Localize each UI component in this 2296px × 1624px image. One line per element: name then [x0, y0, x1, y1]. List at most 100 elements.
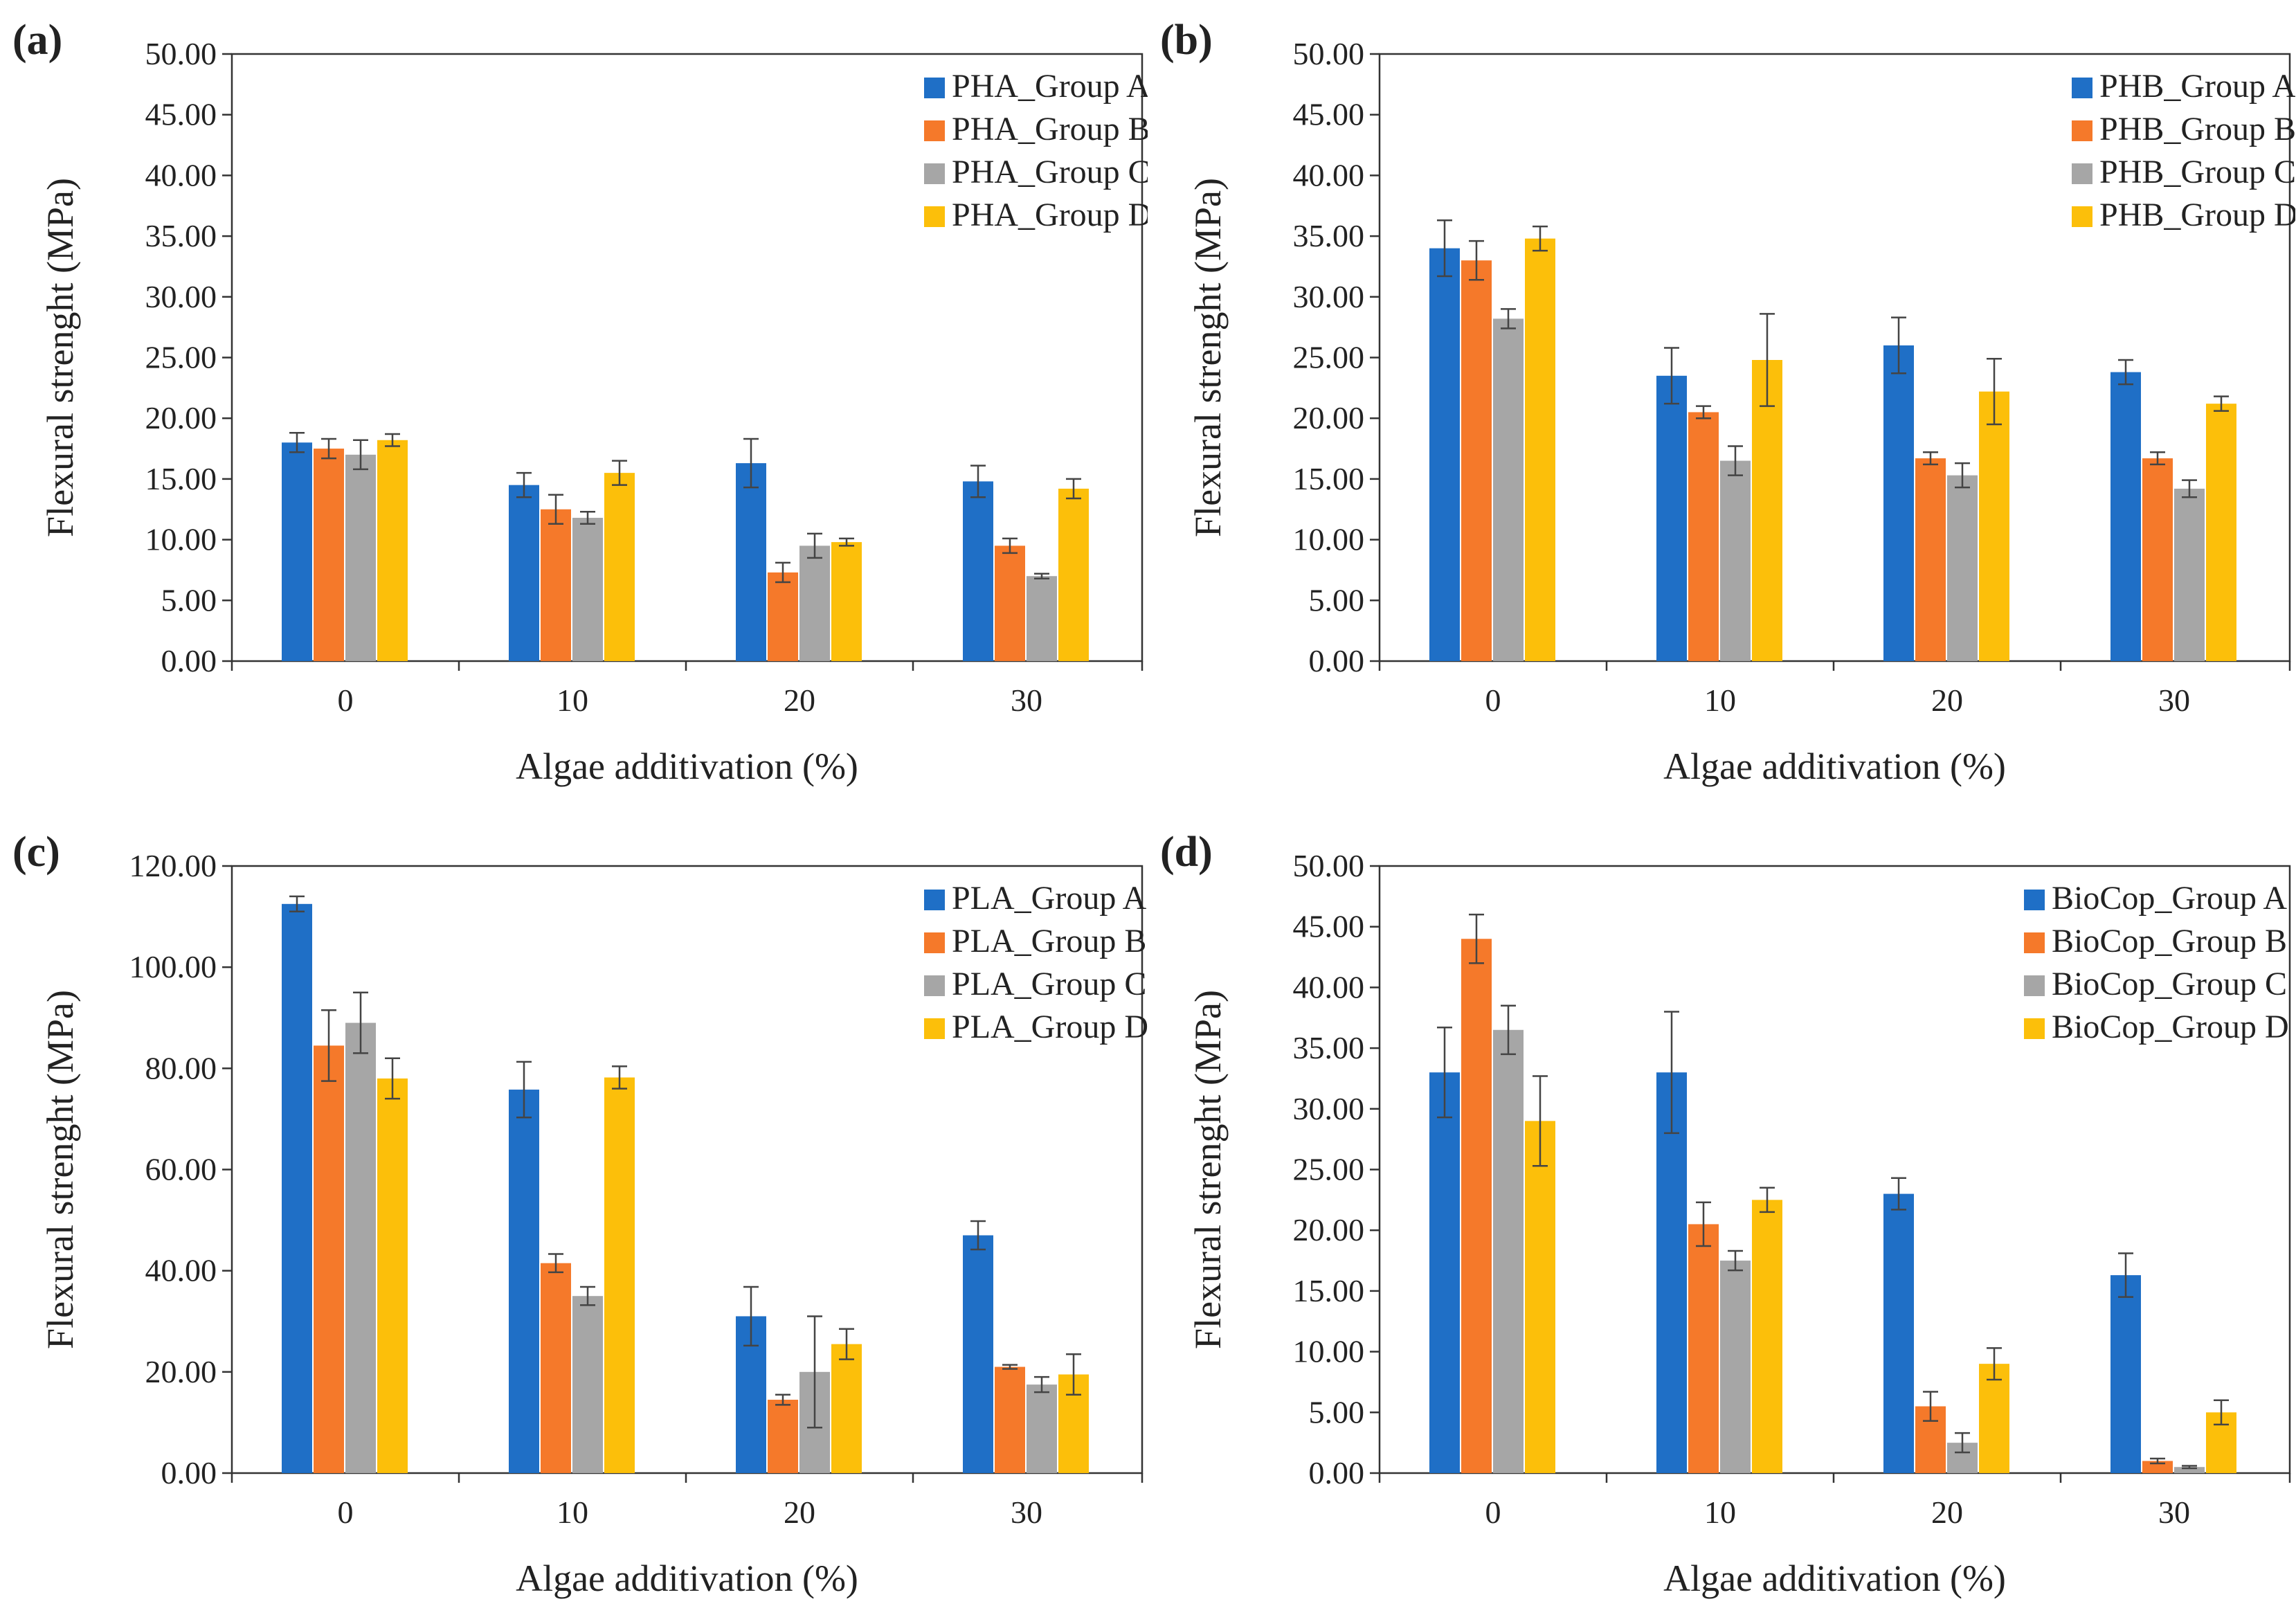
legend-swatch	[924, 932, 945, 953]
legend-label: PLA_Group A	[952, 880, 1147, 917]
x-axis-label: Algae additivation (%)	[516, 746, 858, 787]
x-axis-label: Algae additivation (%)	[516, 1558, 858, 1599]
x-tick-label: 10	[557, 683, 588, 718]
y-tick-label: 0.00	[1309, 643, 1365, 678]
bar-pha-group-b-0	[314, 449, 344, 661]
legend-label: PHA_Group C	[952, 154, 1148, 190]
y-tick-label: 50.00	[145, 36, 217, 71]
x-tick-label: 30	[1011, 1495, 1042, 1530]
legend-swatch	[924, 78, 945, 98]
legend-label: PLA_Group C	[952, 966, 1146, 1002]
bar-pha-group-a-20	[736, 463, 766, 661]
bar-phb-group-b-10	[1688, 412, 1719, 661]
y-tick-label: 60.00	[145, 1152, 217, 1187]
bar-phb-group-b-20	[1915, 458, 1946, 661]
bar-biocop-group-c-0	[1493, 1029, 1524, 1473]
legend-label: PHA_Group B	[952, 111, 1148, 147]
legend-swatch	[2072, 78, 2092, 98]
bar-pha-group-b-30	[995, 545, 1025, 661]
panel-label: (a)	[12, 17, 62, 64]
legend-label: PHA_Group D	[952, 197, 1148, 233]
y-tick-label: 20.00	[145, 400, 217, 435]
x-tick-label: 0	[1485, 683, 1501, 718]
bar-biocop-group-d-20	[1979, 1364, 2009, 1473]
y-tick-label: 50.00	[1293, 848, 1365, 883]
chart-svg-d: (d) 0.00 5.00 10.00 15.00 20.00 25.00 30.00 35.0…	[1160, 829, 2291, 1599]
x-axis-label: Algae additivation (%)	[1663, 1558, 2006, 1599]
y-tick-label: 5.00	[161, 582, 217, 617]
bar-phb-group-a-10	[1656, 375, 1687, 661]
legend-label: PHB_Group A	[2099, 68, 2295, 105]
legend-swatch	[924, 120, 945, 141]
y-tick-label: 35.00	[145, 218, 217, 253]
y-tick-label: 0.00	[1309, 1455, 1365, 1490]
bar-pha-group-c-20	[799, 545, 830, 661]
legend-swatch	[924, 1018, 945, 1039]
y-tick-label: 35.00	[1293, 1030, 1365, 1065]
bar-pha-group-a-30	[963, 481, 993, 661]
bar-pla-group-b-30	[995, 1366, 1025, 1473]
y-tick-label: 30.00	[1293, 279, 1365, 314]
y-tick-label: 25.00	[145, 340, 217, 375]
bar-biocop-group-a-20	[1883, 1193, 1914, 1473]
x-tick-label: 0	[1485, 1495, 1501, 1530]
y-tick-label: 40.00	[1293, 157, 1365, 192]
legend-label: PLA_Group B	[952, 923, 1146, 959]
panel-label: (c)	[12, 829, 60, 876]
bar-pla-group-d-0	[377, 1078, 408, 1473]
y-tick-label: 0.00	[161, 643, 217, 678]
y-tick-label: 30.00	[145, 279, 217, 314]
bar-phb-group-a-20	[1883, 345, 1914, 661]
bar-pha-group-c-30	[1027, 576, 1057, 661]
x-tick-label: 0	[338, 683, 354, 718]
bar-phb-group-b-0	[1461, 260, 1492, 661]
chart-svg-c: (c) 0.00 20.00 40.00 60.00 80.00 100.00 120.00 0…	[12, 829, 1148, 1599]
x-tick-label: 0	[338, 1495, 354, 1530]
bar-biocop-group-a-30	[2110, 1275, 2141, 1473]
legend-swatch	[2024, 975, 2045, 996]
y-tick-label: 10.00	[1293, 522, 1365, 557]
chart-panel-b: (b) 0.00 5.00 10.00 15.00 20.00 25.00 30.00 35.0…	[1148, 0, 2295, 812]
y-tick-label: 15.00	[145, 461, 217, 496]
bar-pha-group-d-0	[377, 440, 408, 661]
bar-pha-group-a-0	[282, 442, 312, 661]
bar-phb-group-a-0	[1429, 248, 1460, 661]
bar-phb-group-c-30	[2174, 488, 2205, 661]
x-tick-label: 10	[1704, 683, 1736, 718]
y-tick-label: 45.00	[1293, 909, 1365, 944]
y-tick-label: 15.00	[1293, 461, 1365, 496]
bar-pla-group-c-30	[1027, 1384, 1057, 1473]
bar-pha-group-d-30	[1058, 488, 1089, 661]
chart-panel-a: (a) 0.00 5.00 10.00 15.00 20.00 25.00 30.00 35.0…	[0, 0, 1148, 812]
legend-label: PHB_Group D	[2099, 197, 2295, 233]
y-axis-label: Flexural strenght (MPa)	[39, 178, 81, 537]
bar-biocop-group-c-30	[2174, 1467, 2205, 1473]
legend-swatch	[924, 163, 945, 184]
y-tick-label: 5.00	[1309, 582, 1365, 617]
bar-pla-group-b-20	[768, 1400, 798, 1473]
bar-pla-group-b-10	[541, 1263, 571, 1473]
bar-pla-group-c-10	[572, 1296, 603, 1473]
x-tick-label: 20	[784, 683, 815, 718]
legend-label: BioCop_Group A	[2052, 880, 2287, 917]
y-tick-label: 20.00	[1293, 1212, 1365, 1247]
bar-pha-group-d-20	[831, 542, 862, 661]
legend-label: BioCop_Group B	[2052, 923, 2287, 959]
y-tick-label: 20.00	[145, 1354, 217, 1389]
legend-swatch	[2024, 890, 2045, 910]
x-tick-label: 30	[2158, 1495, 2190, 1530]
bar-biocop-group-b-10	[1688, 1224, 1719, 1473]
bar-biocop-group-a-10	[1656, 1072, 1687, 1473]
legend-label: PHB_Group C	[2099, 154, 2295, 190]
legend-label: PHA_Group A	[952, 68, 1148, 105]
legend-swatch	[924, 890, 945, 910]
x-tick-label: 20	[1931, 683, 1963, 718]
bar-phb-group-c-20	[1947, 475, 1978, 661]
bar-biocop-group-c-10	[1720, 1261, 1751, 1473]
y-tick-label: 10.00	[145, 522, 217, 557]
bar-pha-group-d-10	[604, 473, 635, 661]
x-tick-label: 30	[1011, 683, 1042, 718]
bar-phb-group-b-30	[2142, 458, 2173, 661]
legend-label: PLA_Group D	[952, 1009, 1148, 1045]
y-tick-label: 30.00	[1293, 1091, 1365, 1126]
